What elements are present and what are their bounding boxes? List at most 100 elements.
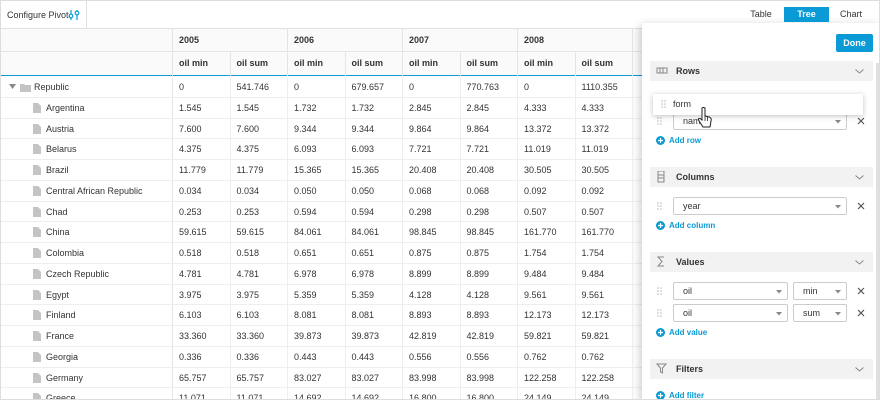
- cell: 6.103: [173, 305, 231, 326]
- file-icon: [33, 102, 41, 113]
- cell: 0.253: [173, 201, 231, 223]
- row-label: Greece: [46, 393, 76, 400]
- cell: 9.344: [346, 118, 403, 140]
- drag-handle: [661, 100, 666, 108]
- row-label: Egypt: [46, 289, 70, 300]
- file-icon: [33, 310, 41, 321]
- collapse-chevron: [855, 69, 864, 74]
- cell: 33.360: [173, 326, 231, 347]
- section-icon: [657, 171, 665, 183]
- cell: 30.505: [518, 160, 576, 181]
- add-link[interactable]: Add row: [669, 136, 701, 145]
- cell: 8.893: [403, 305, 461, 326]
- select-box[interactable]: min: [793, 282, 847, 300]
- table-row: [1, 98, 879, 119]
- cell: 12.173: [518, 305, 576, 326]
- cell: 0.050: [288, 180, 346, 202]
- cell: 7.721: [403, 139, 461, 160]
- cell: 11.779: [173, 160, 231, 181]
- cell: 0.298: [461, 201, 518, 223]
- view-tab[interactable]: Chart: [839, 9, 862, 19]
- add-link[interactable]: Add column: [669, 221, 716, 230]
- select-box[interactable]: oil: [673, 304, 788, 322]
- add-link[interactable]: Add filter: [669, 391, 705, 400]
- table-row: [1, 326, 879, 347]
- cell: 0.875: [461, 243, 518, 264]
- cell: 0.336: [231, 346, 288, 368]
- hand-cursor: [697, 107, 712, 128]
- remove-icon: [857, 309, 865, 317]
- add-icon: [656, 328, 665, 337]
- measure-header: oil min: [518, 51, 576, 76]
- section-icon: [656, 256, 664, 267]
- row-label: Chad: [46, 206, 68, 217]
- add-icon: [656, 136, 665, 145]
- row-label: Brazil: [46, 165, 69, 175]
- done-button[interactable]: Done: [836, 34, 873, 52]
- file-icon: [33, 123, 41, 134]
- cell: 0.518: [173, 243, 231, 264]
- select-box[interactable]: year: [673, 197, 847, 215]
- drag-handle: [657, 202, 662, 210]
- collapse-chevron: [855, 367, 864, 372]
- cell: 11.071: [231, 388, 288, 399]
- collapse-chevron: [855, 260, 864, 265]
- cell: 770.763: [461, 77, 518, 98]
- cell: 24.149: [518, 388, 576, 399]
- cell: 1110.355: [576, 77, 633, 98]
- cell: 0.068: [403, 180, 461, 202]
- measure-header: oil min: [403, 51, 461, 76]
- year-header: 2008: [518, 29, 633, 51]
- measure-header: oil sum: [231, 51, 288, 76]
- table-row: [1, 202, 879, 223]
- view-tab[interactable]: Tree: [784, 7, 829, 22]
- cell: 1.545: [173, 97, 231, 119]
- cell: 161.770: [576, 222, 633, 243]
- file-icon: [33, 227, 41, 238]
- section-header: [650, 252, 873, 272]
- cell: 9.484: [576, 263, 633, 285]
- year-header: 2006: [288, 29, 403, 51]
- cell: 8.899: [461, 263, 518, 285]
- row-label: Georgia: [46, 351, 79, 362]
- remove-icon: [857, 287, 865, 295]
- cell: 0.762: [518, 346, 576, 368]
- cell: 4.375: [231, 139, 288, 160]
- cell: 0.556: [403, 346, 461, 368]
- cell: 541.746: [231, 77, 288, 98]
- cell: 6.103: [231, 305, 288, 326]
- cell: 3.975: [231, 284, 288, 306]
- cell: 15.365: [288, 160, 346, 181]
- cell: 59.821: [576, 326, 633, 347]
- folder-icon: [20, 84, 31, 92]
- section-header: [650, 61, 873, 81]
- row-label: Austria: [46, 123, 75, 134]
- select-box[interactable]: oil: [673, 282, 788, 300]
- cell: 8.899: [403, 263, 461, 285]
- file-icon: [33, 372, 41, 383]
- cell: 6.093: [288, 139, 346, 160]
- table-row: [1, 77, 879, 98]
- cell: 9.864: [461, 118, 518, 140]
- cell: 39.873: [288, 326, 346, 347]
- cell: 0.034: [231, 180, 288, 202]
- table-row: [1, 222, 879, 243]
- select-box[interactable]: sum: [793, 304, 847, 322]
- cell: 14.692: [288, 388, 346, 399]
- configure-button[interactable]: [1, 1, 87, 29]
- cell: 15.365: [346, 160, 403, 181]
- cell: 16.800: [403, 388, 461, 399]
- view-tab[interactable]: Table: [750, 9, 772, 19]
- cell: 83.027: [346, 367, 403, 389]
- cell: 161.770: [518, 222, 576, 243]
- add-link[interactable]: Add value: [669, 328, 708, 337]
- table-row: [1, 160, 879, 181]
- cell: 65.757: [231, 367, 288, 389]
- cell: 0.298: [403, 201, 461, 223]
- cell: 11.779: [231, 160, 288, 181]
- panel-scrollbar: [876, 63, 879, 399]
- cell: 16.800: [461, 388, 518, 399]
- measure-header: oil sum: [461, 51, 518, 76]
- table-row: [1, 139, 879, 160]
- cell: 0: [173, 77, 231, 98]
